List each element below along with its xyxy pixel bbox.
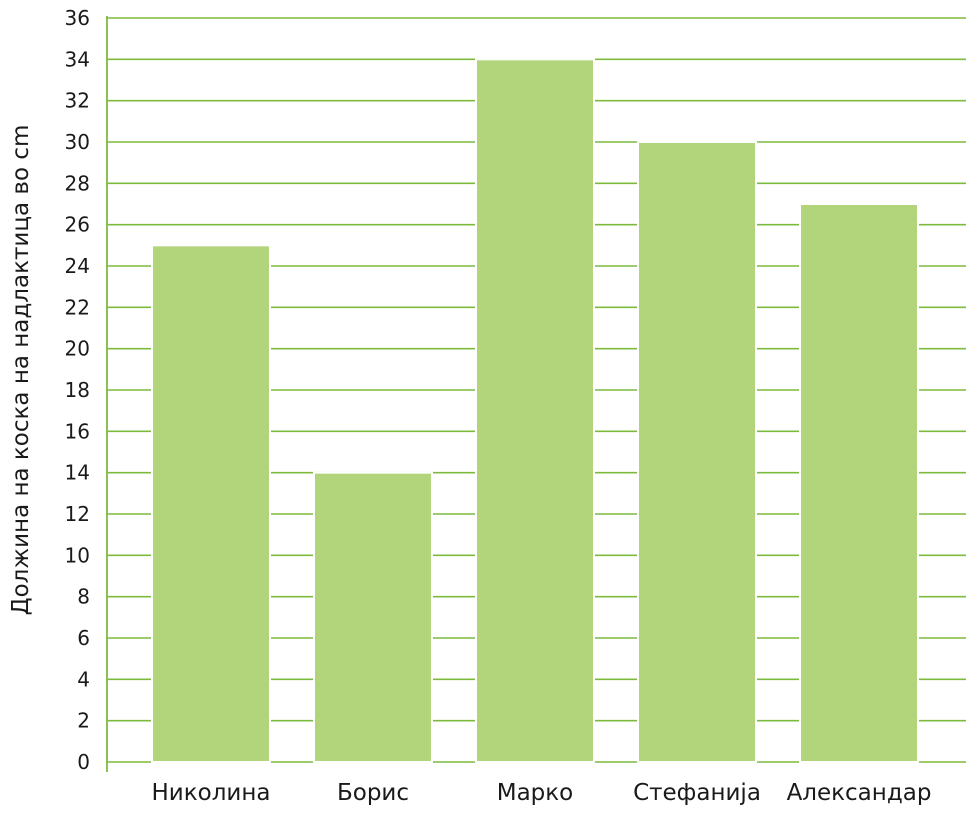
bar	[637, 141, 757, 763]
x-category-labels: Николина Борис Марко Стефанија Александар	[152, 780, 932, 806]
y-tick-label: 20	[65, 337, 90, 361]
bar	[151, 244, 271, 764]
x-category-label: Марко	[497, 780, 574, 806]
y-tick-label: 34	[65, 47, 90, 71]
y-tick-label: 24	[65, 254, 90, 278]
x-category-label: Стефанија	[633, 780, 761, 806]
y-tick-label: 14	[65, 461, 90, 485]
y-axis-title: Должина на коска на надлактица во cm	[8, 125, 34, 616]
y-tick-label: 26	[65, 213, 90, 237]
bar	[799, 203, 919, 763]
bar	[475, 58, 595, 764]
x-category-label: Николина	[152, 780, 271, 806]
y-tick-label: 30	[65, 130, 90, 154]
y-tick-label: 6	[77, 626, 90, 650]
bars	[151, 58, 919, 764]
y-tick-label: 16	[65, 419, 90, 443]
y-tick-label: 12	[65, 502, 90, 526]
y-tick-label: 22	[65, 295, 90, 319]
y-tick-label: 18	[65, 378, 90, 402]
y-tick-label: 0	[77, 750, 90, 774]
y-tick-label: 28	[65, 171, 90, 195]
y-tick-label: 36	[65, 6, 90, 30]
y-tick-label: 4	[77, 667, 90, 691]
y-tick-label: 10	[65, 543, 90, 567]
y-tick-label: 32	[65, 89, 90, 113]
x-category-label: Александар	[787, 780, 932, 806]
y-tick-label: 8	[77, 585, 90, 609]
y-tick-label: 2	[77, 709, 90, 733]
bar	[313, 471, 433, 763]
x-category-label: Борис	[337, 780, 409, 806]
